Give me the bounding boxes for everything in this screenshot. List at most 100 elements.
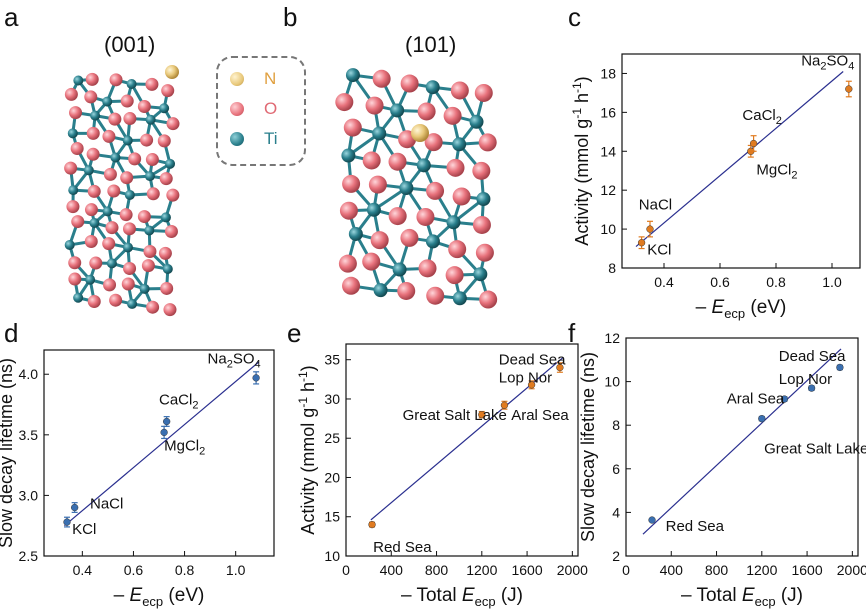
legend-row-o: O — [230, 98, 277, 120]
y-tick-label: 15 — [324, 509, 340, 525]
data-point — [527, 381, 536, 389]
data-point — [556, 363, 564, 372]
data-point — [160, 428, 168, 437]
crystal-atoms — [335, 68, 498, 309]
y-tick-label: 10 — [324, 548, 340, 564]
point-label: KCl — [647, 241, 671, 258]
x-tick-label: 400 — [380, 562, 404, 578]
y-tick-label: 30 — [324, 391, 340, 407]
y-axis-label: Activity (mmol g-1 h-1) — [296, 365, 318, 534]
plot-frame — [625, 337, 859, 557]
point-label: KCl — [72, 521, 96, 538]
plot-frame — [345, 343, 579, 557]
data-point — [478, 411, 486, 419]
x-tick-label: 1.0 — [822, 274, 842, 290]
y-tick-label: 2.5 — [19, 548, 39, 564]
y-tick-label: 35 — [324, 352, 340, 368]
y-axis-label: Slow decay lifetime (ns) — [0, 358, 16, 548]
x-axis-label: – Total Eecp (J) — [681, 585, 803, 609]
fit-line — [642, 348, 842, 535]
plot-frame — [43, 349, 275, 557]
point-label: MgCl2 — [164, 438, 205, 458]
point-label: Red Sea — [666, 518, 725, 535]
data-point — [63, 518, 71, 526]
x-tick-label: 1200 — [746, 562, 777, 578]
y-tick-label: 6 — [612, 461, 620, 477]
x-tick-label: 0.4 — [654, 274, 674, 290]
panel-letter-f: f — [568, 318, 576, 348]
x-axis-label: – Eecp (eV) — [114, 585, 205, 609]
y-tick-label: 3.5 — [19, 427, 39, 443]
x-tick-label: 1200 — [466, 562, 497, 578]
point-label: CaCl2 — [159, 392, 198, 412]
point-label: Aral Sea — [727, 390, 785, 407]
x-tick-label: 800 — [705, 562, 729, 578]
x-axis-label: – Total Eecp (J) — [401, 585, 523, 609]
ti-atom-icon — [230, 132, 244, 146]
x-axis-label: – Eecp (eV) — [696, 297, 787, 321]
y-tick-label: 20 — [324, 469, 340, 485]
facet-title-101: (101) — [405, 32, 457, 57]
y-tick-label: 12 — [604, 330, 620, 346]
panel-letter-e: e — [287, 318, 302, 348]
y-tick-label: 10 — [600, 221, 616, 237]
y-tick-label: 16 — [600, 104, 616, 120]
x-tick-label: 1600 — [791, 562, 822, 578]
data-point — [252, 374, 260, 382]
x-tick-label: 1.0 — [226, 562, 246, 578]
point-label: Great Salt Lake — [764, 441, 866, 458]
point-label: Red Sea — [373, 539, 432, 556]
point-label: Dead Sea — [499, 351, 566, 368]
y-axis-label: Activity (mmol g-1 h-1) — [570, 76, 592, 245]
x-tick-label: 800 — [425, 562, 449, 578]
panel-letter-b: b — [283, 2, 298, 32]
legend-row-ti: Ti — [230, 128, 278, 150]
point-label: NaCl — [90, 496, 123, 513]
y-axis-label: Slow decay lifetime (ns) — [578, 352, 598, 542]
point-label: Dead Sea — [779, 348, 846, 365]
legend-label-ti: Ti — [264, 129, 278, 148]
x-tick-label: 0.6 — [710, 274, 730, 290]
y-tick-label: 4.0 — [19, 366, 39, 382]
data-point — [758, 415, 766, 423]
point-label: Great Salt Lake — [403, 407, 507, 424]
x-tick-label: 0 — [622, 562, 630, 578]
y-tick-label: 12 — [600, 182, 616, 198]
point-label: Lop Nor — [779, 371, 832, 388]
n-atom-icon — [230, 72, 244, 86]
x-tick-label: 1600 — [511, 562, 542, 578]
n-dopant-atom — [165, 65, 179, 79]
y-tick-label: 8 — [608, 260, 616, 276]
y-tick-label: 4 — [612, 504, 620, 520]
point-label: Na2SO4 — [208, 350, 261, 370]
x-tick-label: 0.8 — [175, 562, 195, 578]
n-dopant-atom — [411, 124, 429, 142]
x-tick-label: 400 — [660, 562, 684, 578]
point-label: Aral Sea — [511, 407, 569, 424]
panel-letter-c: c — [568, 2, 581, 32]
atom-legend: N O Ti — [216, 56, 306, 166]
y-tick-label: 25 — [324, 430, 340, 446]
data-point — [500, 401, 509, 409]
x-tick-label: 2000 — [837, 562, 866, 578]
data-point — [637, 239, 646, 247]
x-tick-label: 0.6 — [124, 562, 144, 578]
data-point — [368, 520, 376, 529]
data-point — [163, 417, 171, 426]
data-point — [780, 395, 789, 403]
facet-title-001: (001) — [104, 32, 156, 57]
y-tick-label: 10 — [604, 374, 620, 390]
fit-line — [635, 71, 844, 248]
data-point — [807, 384, 816, 392]
panel-letter-a: a — [4, 2, 19, 32]
legend-label-n: N — [264, 69, 277, 88]
legend-label-o: O — [264, 99, 278, 118]
data-point — [71, 503, 79, 512]
legend-row-n: N — [230, 68, 276, 90]
o-atom-icon — [230, 102, 244, 116]
data-point — [845, 85, 853, 93]
point-label: Lop Nor — [499, 369, 552, 386]
